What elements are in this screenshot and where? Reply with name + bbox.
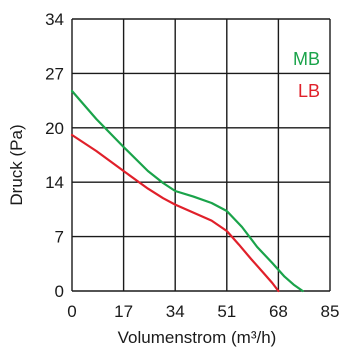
series-lines xyxy=(70,89,304,293)
y-axis-ticks: 0 7 14 20 27 34 xyxy=(45,10,64,301)
y-tick-label: 27 xyxy=(45,64,64,83)
x-tick-label: 85 xyxy=(321,302,340,321)
x-tick-label: 51 xyxy=(217,302,236,321)
x-tick-label: 68 xyxy=(269,302,288,321)
legend-entry-lb: LB xyxy=(298,81,320,101)
y-axis-label: Druck (Pa) xyxy=(7,124,26,205)
y-tick-label: 20 xyxy=(45,119,64,138)
legend-entry-mb: MB xyxy=(293,49,320,69)
x-axis-label: Volumenstrom (m³/h) xyxy=(118,328,277,347)
legend: MB LB xyxy=(293,49,320,101)
x-axis-ticks: 0 17 34 51 68 85 xyxy=(67,302,339,321)
series-line-lb xyxy=(70,133,280,293)
series-line-mb xyxy=(70,89,304,293)
grid xyxy=(71,18,331,292)
x-tick-label: 34 xyxy=(166,302,185,321)
x-tick-label: 17 xyxy=(114,302,133,321)
y-tick-label: 0 xyxy=(55,282,64,301)
y-tick-label: 14 xyxy=(45,173,64,192)
x-tick-label: 0 xyxy=(67,302,76,321)
y-tick-label: 7 xyxy=(55,228,64,247)
y-tick-label: 34 xyxy=(45,10,64,29)
